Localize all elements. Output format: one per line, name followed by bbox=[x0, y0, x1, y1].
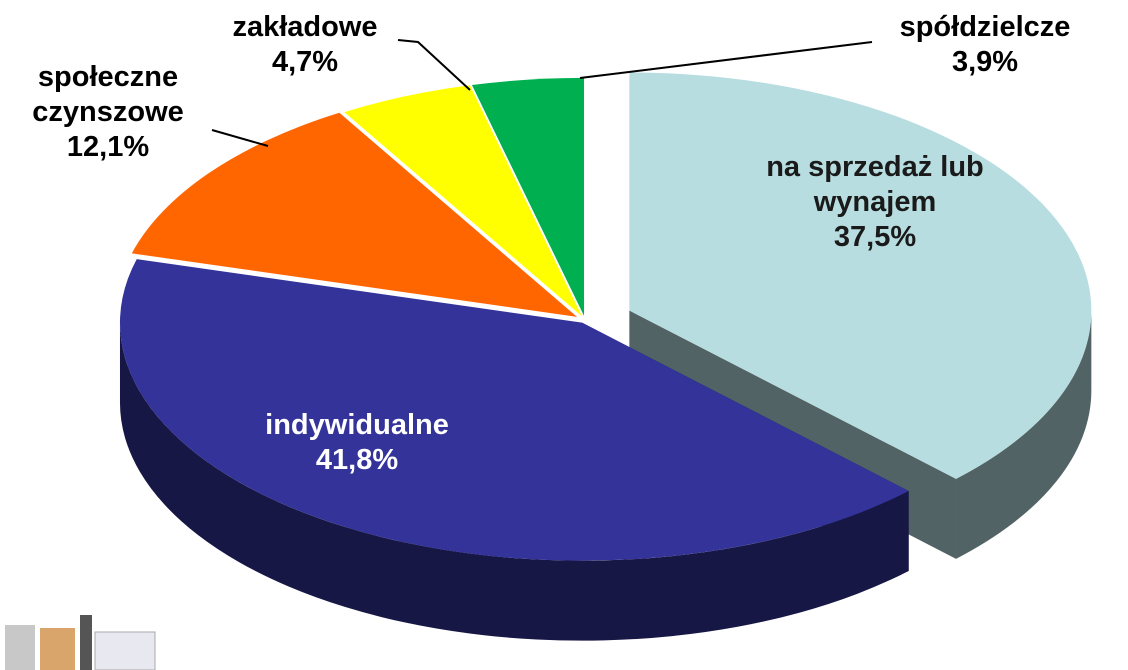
logo-part bbox=[40, 628, 75, 670]
slice-label: społeczne czynszowe bbox=[32, 61, 184, 128]
slice bbox=[344, 85, 582, 317]
leader-line bbox=[397, 39, 471, 91]
leader-line bbox=[579, 41, 873, 79]
slice bbox=[471, 77, 585, 316]
slice-value-label: 41,8% bbox=[315, 444, 399, 476]
slice-side bbox=[956, 310, 1092, 559]
slice-label: zakładowe bbox=[232, 11, 378, 43]
slice-side bbox=[119, 322, 909, 641]
slice-label: indywidualne bbox=[265, 409, 449, 441]
logo-part bbox=[5, 625, 35, 670]
slice-tops bbox=[119, 72, 1092, 561]
logo-part bbox=[80, 615, 92, 670]
slice bbox=[131, 112, 578, 317]
logo-part bbox=[94, 631, 156, 670]
slice bbox=[629, 72, 1092, 479]
leader-line bbox=[211, 129, 269, 147]
slice-value-label: 3,9% bbox=[951, 46, 1019, 78]
slice-value-label: 4,7% bbox=[271, 46, 339, 78]
slice-value-label: 37,5% bbox=[833, 221, 917, 253]
slice-value-label: 12,1% bbox=[66, 131, 150, 163]
logo bbox=[5, 615, 156, 670]
slice bbox=[119, 259, 909, 561]
leader-lines bbox=[211, 39, 873, 147]
slice-label: na sprzedaż lub wynajem bbox=[766, 151, 984, 218]
slice-label: spółdzielcze bbox=[899, 11, 1071, 43]
